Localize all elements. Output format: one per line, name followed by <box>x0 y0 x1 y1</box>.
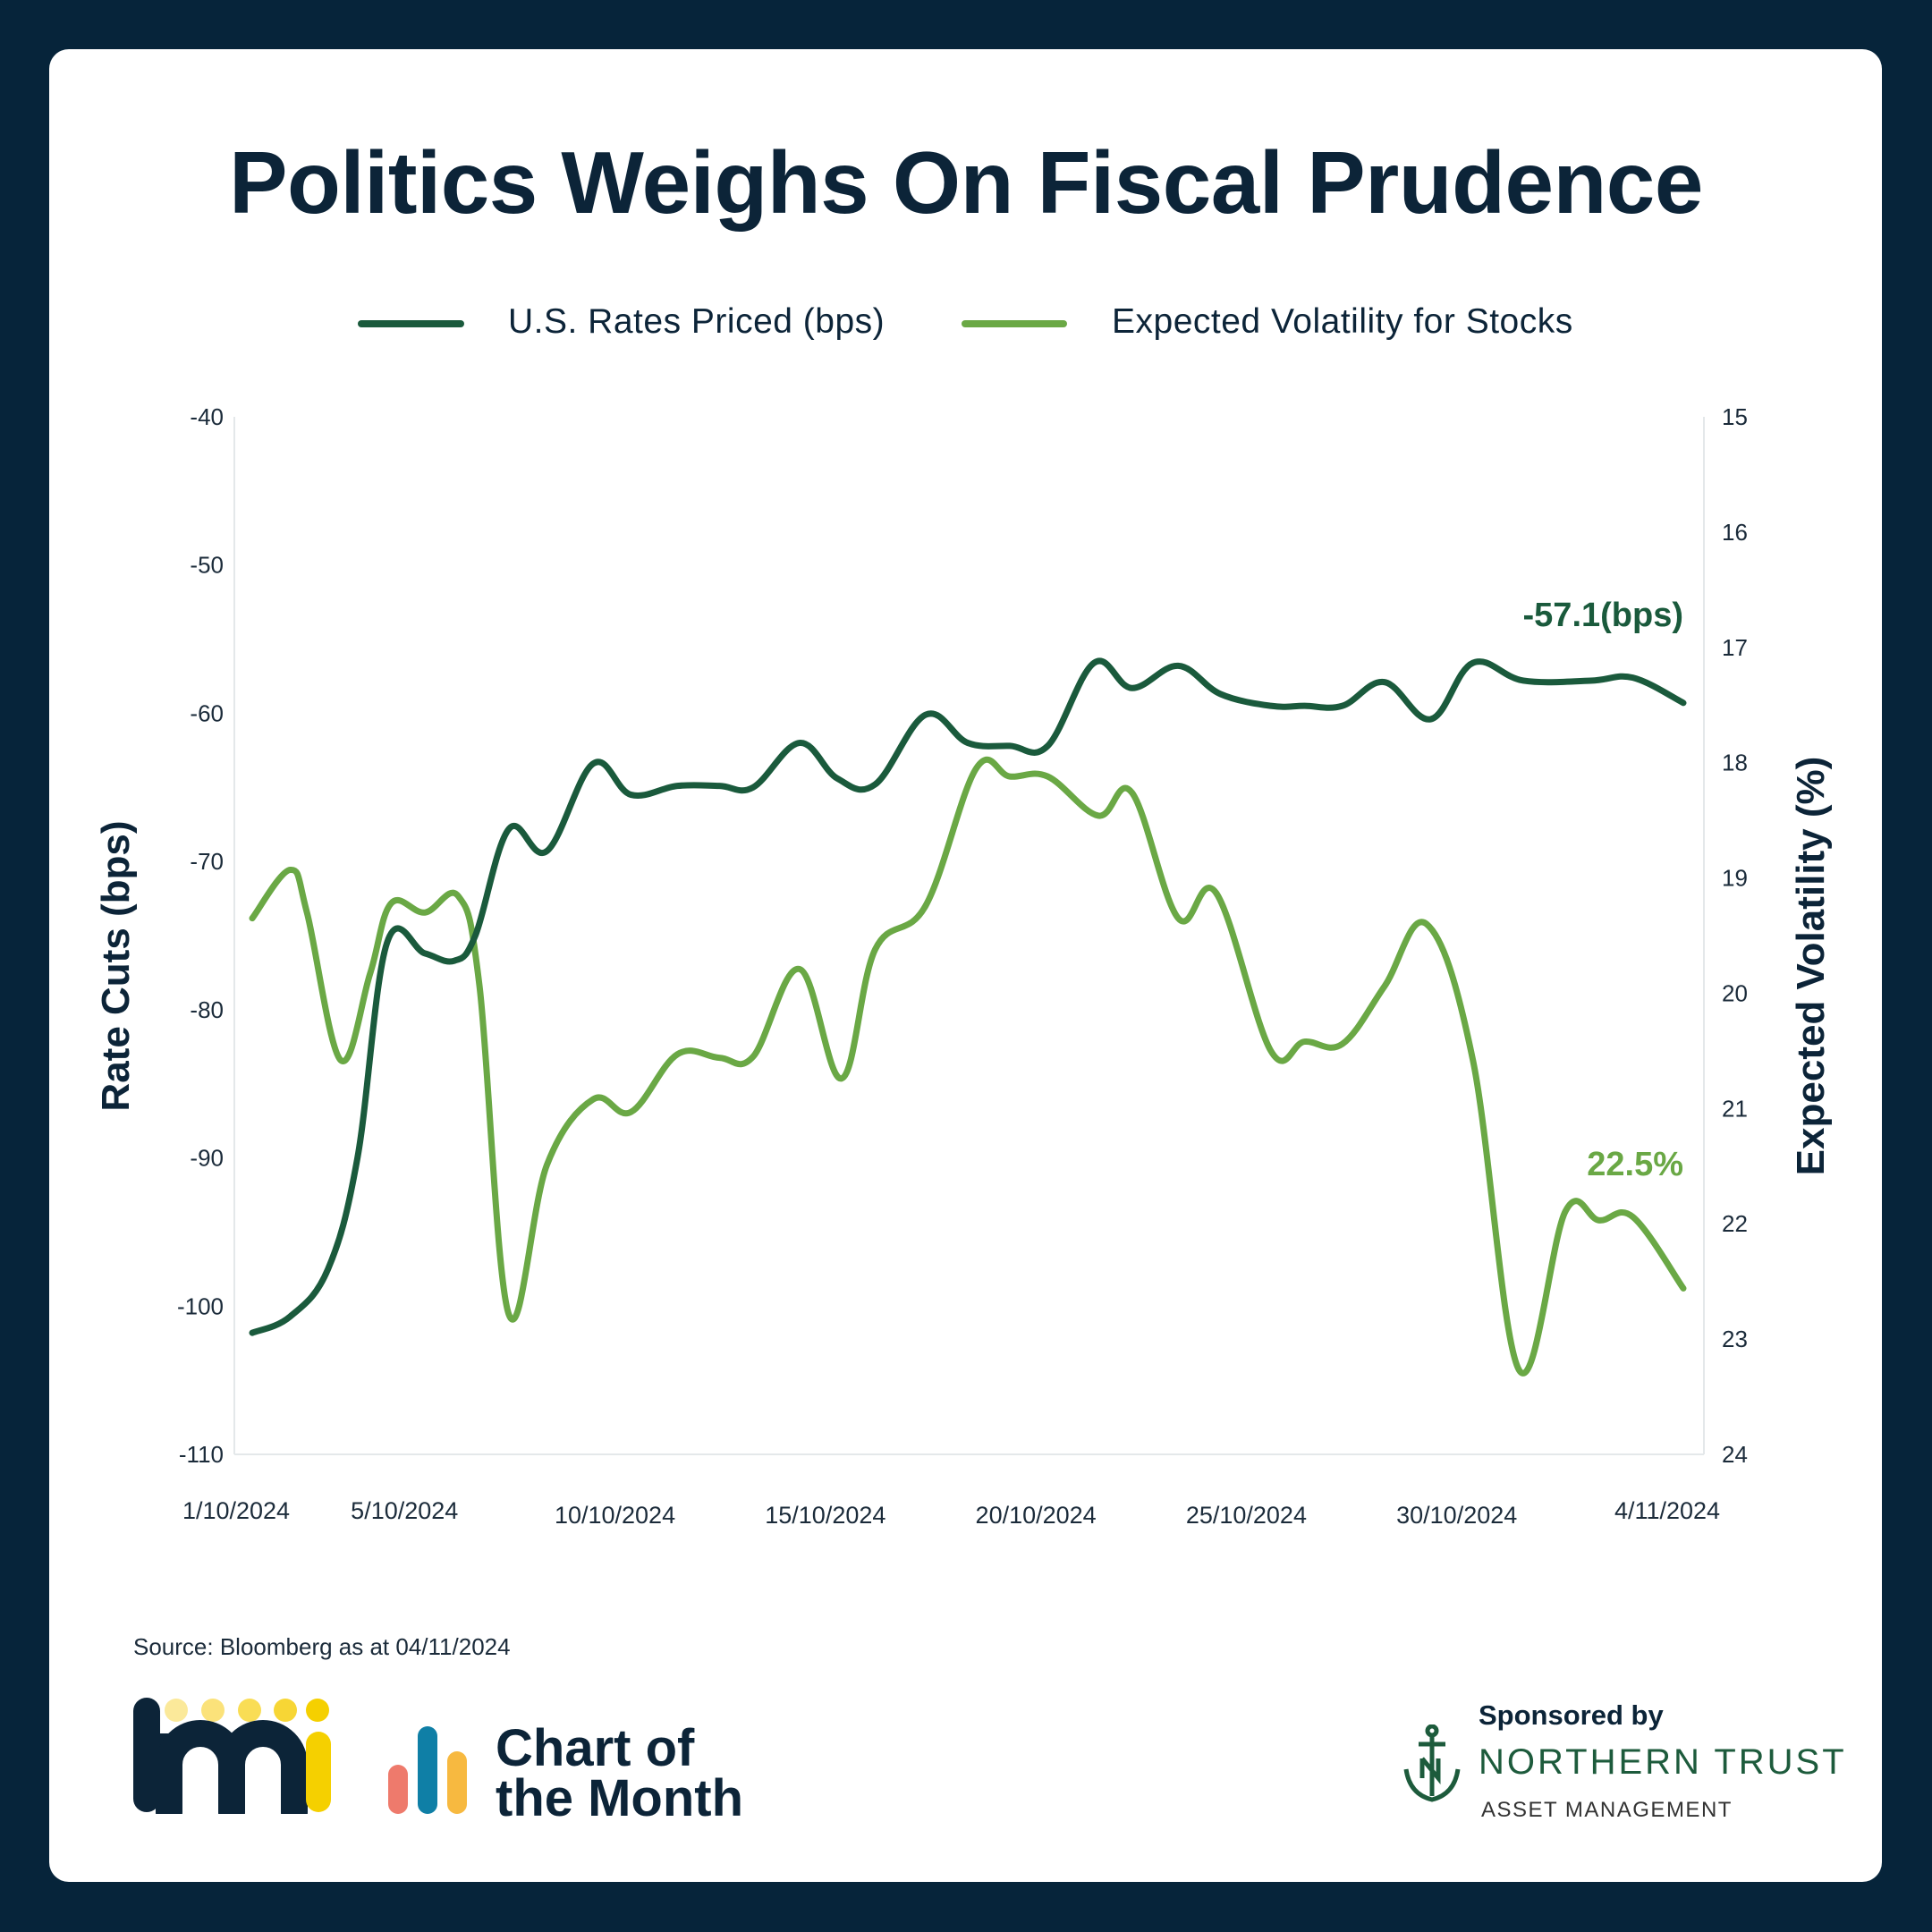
y-tick-label-right: 16 <box>1722 519 1748 546</box>
y-tick-label-right: 23 <box>1722 1326 1748 1352</box>
y-tick-label-left: -110 <box>179 1441 224 1468</box>
x-tick-label: 25/10/2024 <box>1186 1502 1307 1529</box>
y-tick-label-right: 22 <box>1722 1210 1748 1237</box>
legend-swatch-rates <box>358 320 464 327</box>
chart-title: Politics Weighs On Fiscal Prudence <box>229 133 1703 232</box>
y-tick-label-left: -60 <box>190 699 224 726</box>
y-tick-label-left: -50 <box>190 552 224 579</box>
x-tick-label: 10/10/2024 <box>555 1502 675 1529</box>
legend-label-rates: U.S. Rates Priced (bps) <box>508 302 886 341</box>
annotation-volatility-last-value: 22.5% <box>1587 1146 1683 1183</box>
y-tick-label-right: 24 <box>1722 1441 1748 1468</box>
x-tick-label: 4/11/2024 <box>1614 1497 1720 1524</box>
sponsored-by-label: Sponsored by <box>1479 1699 1664 1731</box>
chart-of-month-bars-icon <box>388 1724 478 1814</box>
chart-card <box>49 49 1882 1882</box>
series-line-volatility <box>249 757 1687 1377</box>
y-tick-label-right: 21 <box>1722 1095 1748 1122</box>
chart-of-month-title-line2: the Month <box>496 1769 744 1827</box>
x-tick-label: 20/10/2024 <box>976 1502 1097 1529</box>
y-axis-title-left: Rate Cuts (bps) <box>94 820 138 1112</box>
x-tick-label: 30/10/2024 <box>1396 1502 1517 1529</box>
y-tick-label-left: -70 <box>190 848 224 875</box>
series-line-rates <box>249 657 1687 1336</box>
legend-swatch-volatility <box>962 320 1067 327</box>
y-tick-label-right: 20 <box>1722 979 1748 1006</box>
anchor-icon <box>1402 1724 1462 1805</box>
source-note: Source: Bloomberg as at 04/11/2024 <box>133 1633 511 1660</box>
y-tick-label-right: 18 <box>1722 750 1748 776</box>
y-tick-label-left: -40 <box>190 403 224 430</box>
y-tick-label-right: 17 <box>1722 634 1748 661</box>
tmi-logo <box>133 1698 335 1826</box>
x-tick-label: 15/10/2024 <box>765 1502 886 1529</box>
y-tick-label-left: -100 <box>177 1292 224 1319</box>
x-tick-label: 5/10/2024 <box>351 1497 458 1524</box>
chart-of-month-title-line1: Chart of <box>496 1719 695 1777</box>
legend-label-volatility: Expected Volatility for Stocks <box>1112 302 1573 341</box>
y-tick-label-right: 19 <box>1722 865 1748 892</box>
annotation-rates-last-value: -57.1(bps) <box>1523 597 1683 634</box>
sponsor-name: NORTHERN TRUST <box>1479 1742 1847 1782</box>
y-axis-title-right: Expected Volatility (%) <box>1789 756 1833 1176</box>
y-tick-label-left: -90 <box>190 1145 224 1172</box>
y-tick-label-right: 15 <box>1722 403 1748 430</box>
sponsor-subtitle: ASSET MANAGEMENT <box>1481 1798 1733 1822</box>
y-tick-label-left: -80 <box>190 996 224 1023</box>
x-tick-label: 1/10/2024 <box>182 1497 290 1524</box>
